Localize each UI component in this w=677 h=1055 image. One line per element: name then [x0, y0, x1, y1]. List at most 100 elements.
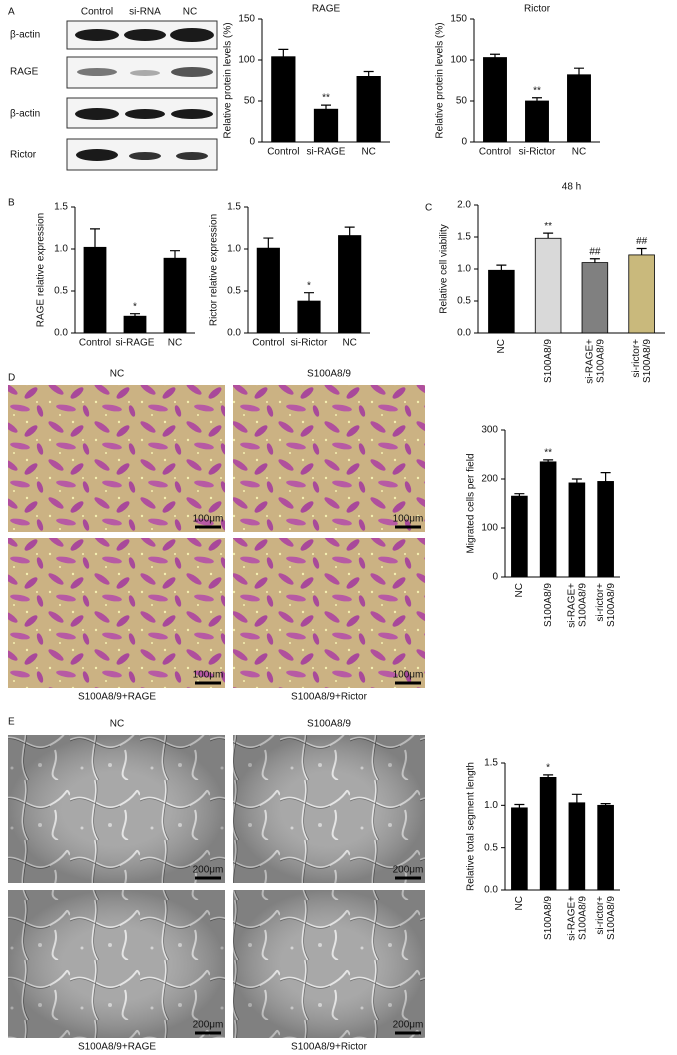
bar-chart: RAGE 0 50 100 150 Relative protein levels (%)… [223, 4, 390, 158]
panel-label: E [8, 717, 15, 728]
error-bar [600, 803, 611, 806]
y-axis-label: Relative total segment length [466, 762, 477, 891]
bar-chart: Rictor 0 50 100 150 Relative protein levels (… [435, 4, 600, 158]
blot-row-label: RAGE [10, 67, 39, 78]
y-axis-label: Relative protein levels (%) [223, 22, 234, 138]
scale-bar-label: 200μm [193, 1020, 224, 1031]
y-tick-label: 50 [244, 96, 256, 107]
y-tick-label: 1.0 [227, 244, 241, 255]
y-axis-label: Relative protein levels (%) [435, 22, 446, 138]
panel-label: B [8, 198, 15, 209]
image-label: S100A8/9+Rictor [291, 1042, 368, 1053]
significance-label: ** [533, 85, 541, 96]
significance-label: * [546, 762, 550, 773]
x-tick-label: Control [252, 338, 284, 349]
bar-chart: 0.0 0.5 1.0 1.5 Relative total segment lengt… [466, 758, 620, 941]
y-tick-label: 1.0 [54, 244, 68, 255]
micrograph [233, 538, 425, 688]
y-tick-label: 1.0 [457, 264, 471, 275]
error-bar [571, 478, 582, 483]
y-tick-label: 200 [481, 474, 498, 485]
blot-column-label: Control [81, 7, 113, 18]
error-bar [532, 97, 542, 101]
y-tick-label: 1.5 [484, 758, 498, 769]
y-tick-label: 0.5 [484, 842, 498, 853]
y-tick-label: 150 [238, 14, 255, 25]
y-tick-label: 0.0 [457, 328, 471, 339]
vignette [233, 890, 425, 1038]
x-tick-label: si-rictor+S100A8/9 [595, 896, 617, 940]
micrograph [8, 538, 225, 688]
y-tick-label: 150 [450, 14, 467, 25]
x-tick-label: Control [479, 147, 511, 158]
x-tick-label: si-Rictor [519, 147, 556, 158]
y-tick-label: 1.5 [54, 202, 68, 213]
image-label: S100A8/9+RAGE [78, 692, 156, 703]
error-bar [636, 247, 647, 255]
x-tick-label: NC [361, 147, 375, 158]
error-bar [490, 53, 500, 58]
vignette [233, 735, 425, 883]
bar-chart: 0.0 0.5 1.0 1.5 Rictor relative expression Co… [209, 202, 370, 349]
bar [568, 802, 586, 891]
bar [539, 461, 557, 578]
chart-title: RAGE [312, 4, 341, 15]
bar [511, 807, 528, 891]
image-label: NC [110, 719, 124, 730]
x-tick-label: si-RAGE+S100A8/9 [566, 896, 588, 941]
significance-label: ** [544, 221, 552, 232]
image-label: S100A8/9+RAGE [78, 1042, 156, 1053]
bar [581, 262, 609, 334]
error-bar [543, 774, 554, 778]
y-axis-label: Rictor relative expression [209, 214, 220, 326]
x-tick-label: si-RAGE [307, 147, 346, 158]
x-tick-label: NC [342, 338, 356, 349]
y-axis-label: Migrated cells per field [466, 453, 477, 553]
image-label: NC [110, 369, 124, 380]
bar [567, 74, 591, 143]
error-bar [543, 232, 554, 239]
error-bar [263, 237, 274, 249]
error-bar [304, 292, 314, 302]
bar [597, 804, 614, 891]
error-bar [496, 264, 507, 271]
y-tick-label: 300 [481, 425, 498, 436]
panel-label: A [8, 7, 15, 18]
bar [83, 246, 107, 334]
vignette [8, 890, 225, 1038]
image-label: S100A8/9+Rictor [291, 692, 368, 703]
error-bar [600, 472, 611, 482]
scale-bar-label: 100μm [193, 670, 224, 681]
chart-title: 48 h [562, 182, 581, 193]
tube-images: NC S100A8/9 S100A8/9+RAGE S100A8/9+Ricto… [8, 719, 425, 1053]
bar-chart: 48 h 0.0 0.5 1.0 1.5 2.0 Relative cell viabili… [439, 182, 665, 384]
error-bar [514, 493, 525, 497]
x-tick-label: si-rictor+S100A8/9 [595, 583, 617, 627]
bar [338, 235, 362, 334]
y-axis-label: Relative cell viability [439, 224, 450, 313]
error-bar [278, 48, 289, 57]
significance-label: ** [544, 448, 552, 459]
y-tick-label: 0 [249, 137, 255, 148]
image-label: S100A8/9 [307, 369, 351, 380]
error-bar [344, 226, 355, 236]
y-tick-label: 1.5 [227, 202, 241, 213]
error-bar [543, 459, 554, 462]
y-tick-label: 2.0 [457, 200, 471, 211]
scale-bar-label: 200μm [193, 865, 224, 876]
vignette [8, 735, 225, 883]
x-tick-label: S100A8/9 [543, 896, 554, 940]
x-tick-label: si-RAGE+S100A8/9 [584, 339, 606, 384]
x-tick-label: Control [79, 338, 111, 349]
y-tick-label: 0.5 [457, 296, 471, 307]
bar [525, 100, 549, 143]
x-tick-label: NC [514, 896, 525, 910]
image-label: S100A8/9 [307, 719, 351, 730]
y-tick-label: 100 [481, 523, 498, 534]
y-tick-label: 1.0 [484, 800, 498, 811]
significance-label: ** [322, 93, 330, 104]
bar [628, 254, 655, 334]
bar [534, 237, 562, 334]
x-tick-label: NC [168, 338, 182, 349]
